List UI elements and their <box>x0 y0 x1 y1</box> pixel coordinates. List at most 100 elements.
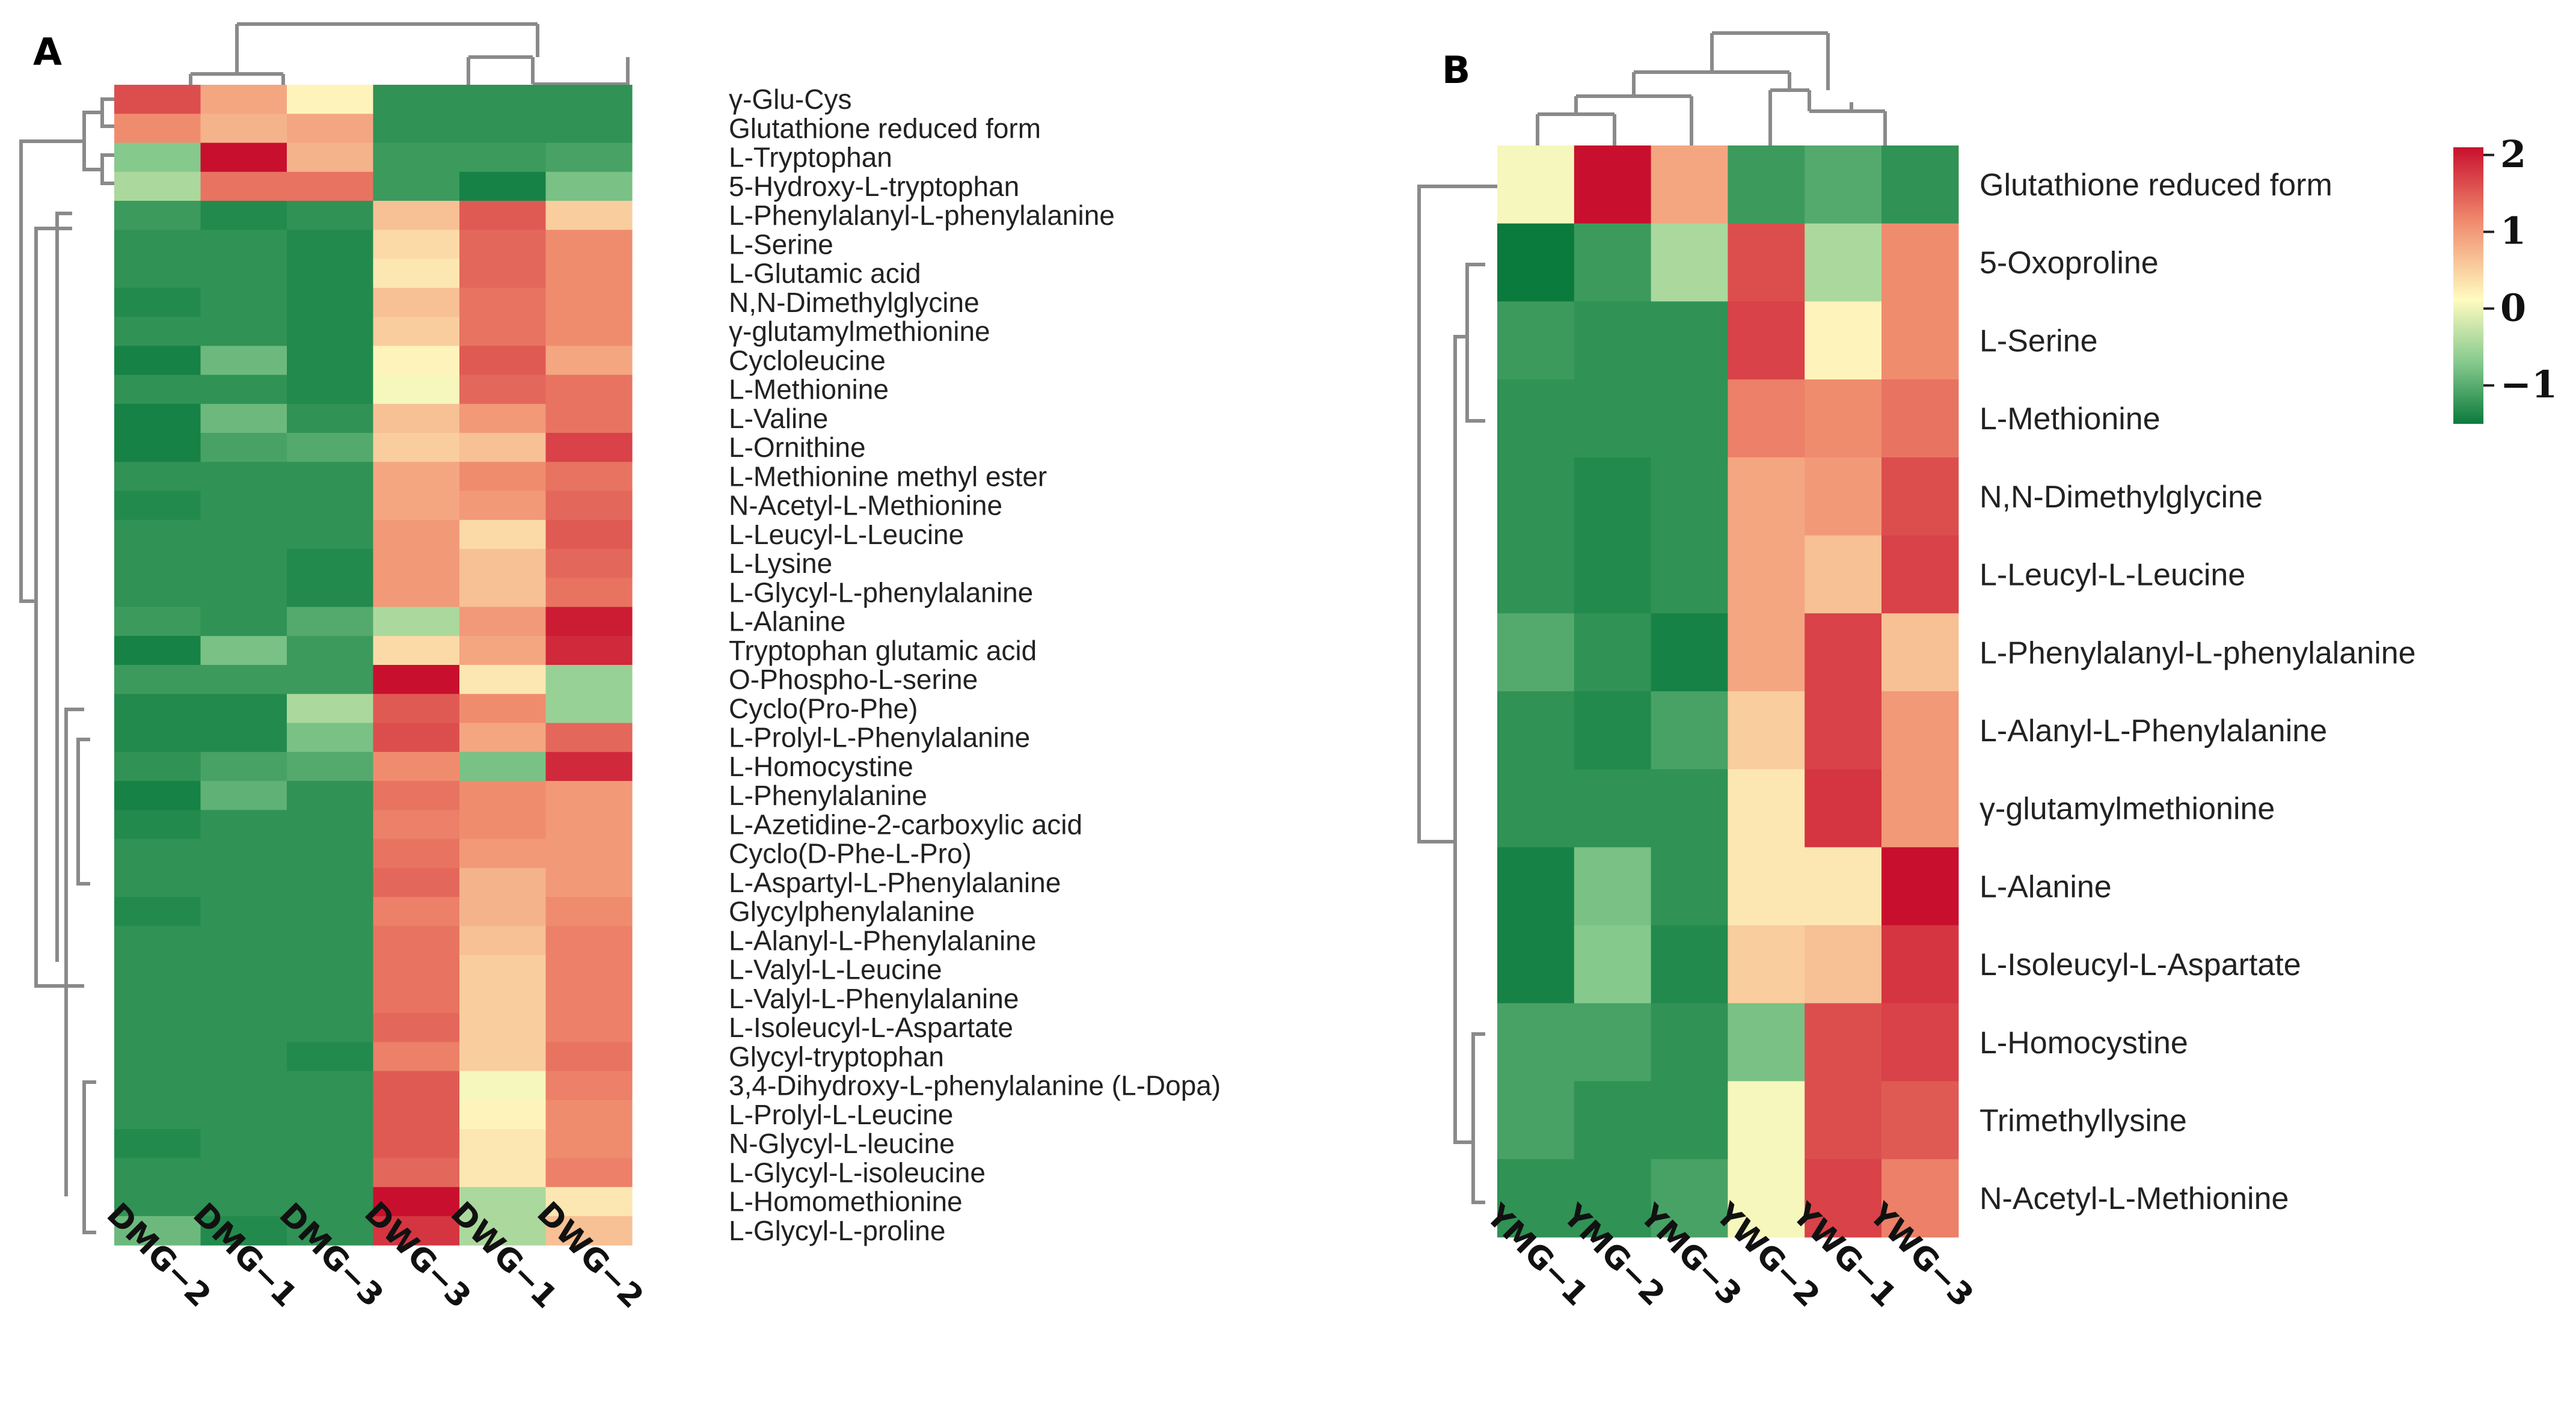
heatmap-cell <box>114 201 201 230</box>
heatmap-cell <box>200 781 287 810</box>
heatmap-cell <box>1881 145 1959 224</box>
heatmap-cell <box>1574 223 1652 302</box>
heatmap-cell <box>1805 613 1882 692</box>
heatmap-cell <box>287 665 374 694</box>
heatmap-cell <box>459 665 547 694</box>
heatmap-cell <box>1728 769 1805 848</box>
heatmap-cell <box>373 491 460 521</box>
heatmap-cell <box>200 114 287 144</box>
heatmap-cell <box>459 346 547 376</box>
heatmap-cell <box>545 1216 633 1246</box>
row-label: L-Azetidine-2-carboxylic acid <box>729 809 1082 840</box>
heatmap-cell <box>200 868 287 898</box>
heatmap-cell <box>114 519 201 549</box>
heatmap-cell <box>459 462 547 492</box>
heatmap-cell <box>545 519 633 549</box>
heatmap-cell <box>459 1071 547 1101</box>
heatmap-cell <box>459 1100 547 1130</box>
heatmap-cell <box>1497 535 1575 614</box>
row-label: L-Glycyl-L-isoleucine <box>729 1157 986 1189</box>
heatmap-cell <box>373 1071 460 1101</box>
color-scale-legend: 2 1 0 −1 <box>2453 132 2557 424</box>
heatmap-cell <box>459 635 547 666</box>
heatmap-cell <box>114 635 201 666</box>
heatmap-cell <box>1497 457 1575 536</box>
row-label: Tryptophan glutamic acid <box>729 635 1037 666</box>
heatmap-cell <box>545 984 633 1014</box>
row-label: L-Alanine <box>729 606 845 637</box>
heatmap-cell <box>373 578 460 608</box>
heatmap-cell <box>373 287 460 317</box>
heatmap-cell <box>1651 613 1728 692</box>
heatmap-cell <box>287 1100 374 1130</box>
row-label: L-Prolyl-L-Phenylalanine <box>729 722 1030 753</box>
heatmap-cell <box>1651 379 1728 458</box>
heatmap-cell <box>373 85 460 114</box>
heatmap-cell <box>114 346 201 376</box>
heatmap-cell <box>287 171 374 201</box>
row-label: L-Tryptophan <box>729 142 892 173</box>
heatmap-cell <box>287 1158 374 1188</box>
heatmap-cell <box>200 1129 287 1158</box>
row-label: 5-Hydroxy-L-tryptophan <box>729 171 1019 202</box>
heatmap-cell <box>373 723 460 753</box>
heatmap-cell <box>200 201 287 230</box>
heatmap-cell <box>1574 925 1652 1004</box>
heatmap-cell <box>200 723 287 753</box>
heatmap-cell <box>459 607 547 637</box>
heatmap-cell <box>1728 613 1805 692</box>
heatmap-cell <box>200 694 287 724</box>
heatmap-cell <box>200 1187 287 1217</box>
heatmap-cell <box>114 375 201 405</box>
heatmap-cell <box>287 926 374 956</box>
heatmap-cell <box>114 607 201 637</box>
heatmap-cell <box>287 201 374 230</box>
row-label: L-Valyl-L-Phenylalanine <box>729 983 1019 1014</box>
heatmap-cell <box>459 1216 547 1246</box>
heatmap-cell <box>373 897 460 926</box>
heatmap-cell <box>1574 847 1652 926</box>
row-label: N-Acetyl-L-Methionine <box>1980 1181 2289 1216</box>
heatmap-cell <box>373 171 460 201</box>
heatmap-cell <box>287 694 374 724</box>
heatmap-cell <box>373 635 460 666</box>
heatmap-cell <box>459 1158 547 1188</box>
heatmap-cell <box>114 839 201 869</box>
heatmap-cell <box>287 375 374 405</box>
heatmap-cell <box>459 984 547 1014</box>
heatmap-cell <box>1574 535 1652 614</box>
heatmap-cell <box>1881 1081 1959 1160</box>
row-label: L-Valine <box>729 403 828 434</box>
heatmap-cell <box>1728 379 1805 458</box>
heatmap-cell <box>545 287 633 317</box>
heatmap-cell <box>287 1129 374 1158</box>
heatmap-cell <box>459 519 547 549</box>
heatmap-cell <box>1651 535 1728 614</box>
heatmap-cell <box>1805 1159 1882 1238</box>
heatmap-cell <box>373 751 460 782</box>
row-label: L-Homocystine <box>729 751 913 782</box>
heatmap-cell <box>114 142 201 173</box>
heatmap-cell <box>200 635 287 666</box>
row-label: L-Serine <box>1980 324 2098 359</box>
heatmap-cell <box>287 781 374 810</box>
heatmap-cell <box>114 1013 201 1042</box>
row-label: γ-glutamylmethionine <box>729 316 990 347</box>
heatmap-cell <box>1728 1159 1805 1238</box>
heatmap-cell <box>200 665 287 694</box>
heatmap-cell <box>545 1158 633 1188</box>
heatmap-cell <box>287 1216 374 1246</box>
heatmap-panel-b: B Glutathione reduced form 5-Oxoproline L-… <box>1417 31 2416 1314</box>
row-label: 3,4-Dihydroxy-L-phenylalanine (L-Dopa) <box>729 1070 1221 1101</box>
heatmap-cell <box>287 723 374 753</box>
heatmap-cell <box>200 85 287 114</box>
heatmap-cell <box>545 1187 633 1217</box>
heatmap-cell <box>373 317 460 346</box>
panel-label-a: A <box>33 30 62 74</box>
heatmap-cell <box>114 1100 201 1130</box>
heatmap-cell <box>373 201 460 230</box>
row-label: L-Homocystine <box>1980 1026 2188 1060</box>
heatmap-cell <box>459 403 547 433</box>
